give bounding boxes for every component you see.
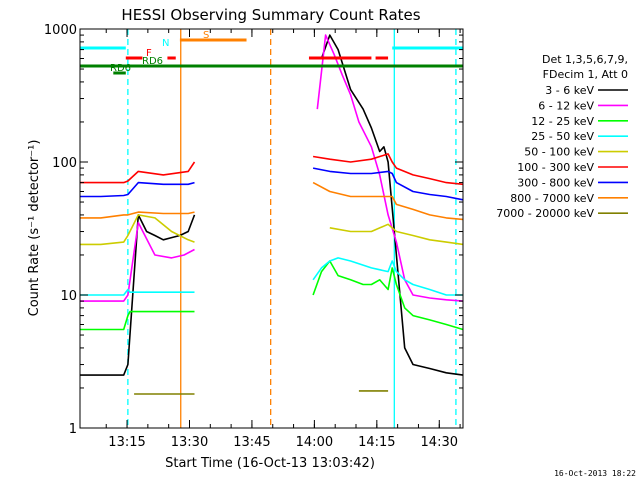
x-tick-label-3: 14:00 — [296, 435, 333, 450]
plot-frame — [79, 28, 464, 429]
series-line-3 — [80, 257, 463, 296]
series-line-2 — [80, 260, 464, 331]
flag-label-2: S — [203, 30, 209, 41]
legend-header-line-2: FDecim 1, Att 0 — [543, 68, 628, 81]
footer-date: 16-Oct-2013 18:22 — [554, 469, 636, 478]
x-axis-label: Start Time (16-Oct-13 13:03:42) — [165, 456, 375, 471]
chart-title: HESSI Observing Summary Count Rates — [121, 6, 420, 24]
x-tick-label-2: 13:45 — [233, 435, 270, 450]
series-line-7 — [80, 181, 464, 221]
y-tick-label-2: 100 — [52, 156, 77, 171]
plot-layer: NF S RD6 RD6 1 10 100 1000 13:15 13:30 13:45 14:00 1… — [44, 23, 464, 450]
legend: 3 - 6 keV 6 - 12 keV 12 - 25 keV 25 - 50 ke… — [496, 84, 628, 220]
x-tick-label-4: 14:15 — [358, 435, 395, 450]
legend-label-2: 12 - 25 keV — [531, 115, 594, 128]
flag-label-0: N — [162, 38, 169, 49]
legend-header-line-1: Det 1,3,5,6,7,9, — [542, 53, 628, 66]
series-line-0 — [80, 34, 464, 376]
y-axis-label: Count Rate (s⁻¹ detector⁻¹) — [27, 140, 42, 317]
legend-label-8: 7000 - 20000 keV — [496, 207, 594, 220]
x-tick-label-0: 13:15 — [108, 435, 145, 450]
flag-label-4: RD6 — [110, 63, 131, 74]
flag-label-3: RD6 — [142, 56, 163, 67]
y-tick-label-3: 1000 — [44, 23, 77, 38]
series-line-4 — [80, 214, 464, 246]
series-line-1 — [80, 34, 464, 302]
x-tick-label-1: 13:30 — [171, 435, 208, 450]
legend-label-3: 25 - 50 keV — [531, 130, 594, 143]
y-tick-label-1: 10 — [60, 289, 77, 304]
legend-label-0: 3 - 6 keV — [545, 84, 594, 97]
legend-label-6: 300 - 800 keV — [517, 176, 594, 189]
series-line-6 — [80, 167, 464, 201]
legend-label-1: 6 - 12 keV — [538, 99, 594, 112]
legend-label-5: 100 - 300 keV — [517, 161, 594, 174]
legend-label-7: 800 - 7000 keV — [510, 192, 594, 205]
flag-label-1: F — [146, 48, 152, 59]
legend-label-4: 50 - 100 keV — [524, 146, 594, 159]
series-line-8 — [134, 390, 389, 395]
x-tick-label-5: 14:30 — [421, 435, 458, 450]
series-line-5 — [80, 153, 464, 186]
y-tick-label-0: 1 — [69, 422, 77, 437]
